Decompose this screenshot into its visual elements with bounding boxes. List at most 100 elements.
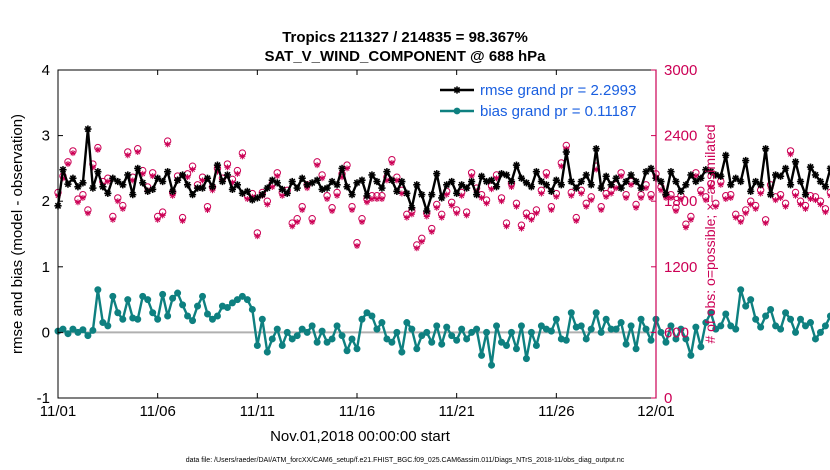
obs-assimilated-point-d2 bbox=[459, 193, 465, 199]
bias-point bbox=[273, 325, 281, 333]
rmse-point bbox=[587, 181, 595, 189]
rmse-point bbox=[806, 163, 815, 171]
rmse-point bbox=[487, 176, 496, 184]
rmse-point-d2 bbox=[498, 170, 505, 177]
bias-point bbox=[258, 315, 266, 323]
rmse-point-d2 bbox=[353, 179, 361, 186]
rmse-point-d2 bbox=[672, 178, 680, 185]
rmse-point-d2 bbox=[164, 168, 171, 175]
obs-assimilated-point bbox=[707, 183, 714, 190]
obs-assimilated-point bbox=[179, 217, 186, 224]
rmse-point-d2 bbox=[627, 171, 635, 179]
bias-point bbox=[388, 338, 396, 346]
rmse-point bbox=[428, 191, 436, 199]
obs-assimilated-point bbox=[244, 196, 251, 203]
obs-assimilated-point-d2 bbox=[578, 191, 584, 197]
rmse-point-d2 bbox=[607, 181, 615, 188]
rmse-point-d2 bbox=[747, 188, 754, 195]
rmse-point bbox=[258, 191, 266, 199]
rmse-point bbox=[497, 170, 506, 178]
bias-point bbox=[537, 322, 545, 330]
bias-point bbox=[189, 317, 197, 325]
obs-assimilated-point-d2 bbox=[807, 196, 813, 202]
obs-assimilated-point bbox=[628, 181, 635, 188]
rmse-point-d2 bbox=[762, 145, 769, 152]
bias-point bbox=[507, 328, 515, 336]
obs-assimilated-point-d2 bbox=[812, 197, 818, 203]
bias-point bbox=[707, 309, 715, 317]
bias-point bbox=[109, 292, 117, 300]
rmse-point bbox=[767, 191, 775, 199]
bias-point bbox=[667, 322, 675, 330]
rmse-point bbox=[527, 183, 536, 191]
rmse-point-d2 bbox=[637, 184, 645, 192]
bias-point bbox=[747, 296, 755, 304]
bias-point bbox=[398, 348, 406, 356]
obs-assimilated-point-d2 bbox=[553, 194, 559, 200]
bias-point bbox=[418, 332, 426, 340]
rmse-point-d2 bbox=[598, 184, 605, 192]
rmse-point-d2 bbox=[433, 170, 440, 177]
rmse-point bbox=[218, 177, 227, 186]
rmse-point bbox=[468, 177, 476, 186]
rmse-point-d2 bbox=[717, 173, 724, 180]
obs-assimilated-point bbox=[797, 201, 804, 208]
obs-assimilated-point-d2 bbox=[698, 191, 704, 197]
rmse-point-d2 bbox=[667, 168, 675, 175]
rmse-point-d2 bbox=[757, 181, 764, 188]
obs-assimilated-point bbox=[817, 201, 824, 208]
rmse-point-d2 bbox=[792, 158, 799, 165]
obs-assimilated-point bbox=[189, 166, 196, 173]
rmse-point bbox=[238, 189, 246, 197]
rmse-point bbox=[188, 191, 197, 199]
rmse-point-d2 bbox=[632, 178, 640, 185]
bias-point bbox=[757, 323, 765, 331]
rmse-point bbox=[687, 171, 695, 179]
obs-assimilated-point-d2 bbox=[638, 195, 644, 201]
rmse-point bbox=[627, 171, 635, 179]
bias-point bbox=[806, 319, 814, 327]
y-axis-label-right: # of obs: o=possible; ×=assimilated bbox=[702, 124, 718, 343]
rmse-point bbox=[592, 145, 600, 153]
y-tick-label-left: 2 bbox=[42, 193, 50, 210]
bias-point bbox=[488, 361, 496, 369]
obs-assimilated-point-d2 bbox=[105, 179, 111, 185]
obs-assimilated-point bbox=[254, 233, 261, 240]
obs-assimilated-point-d2 bbox=[110, 217, 116, 223]
bias-point bbox=[647, 336, 655, 344]
y-tick-label-right: 600 bbox=[664, 324, 689, 341]
obs-assimilated-point-d2 bbox=[454, 210, 460, 216]
obs-assimilated-point-d2 bbox=[484, 200, 490, 206]
rmse-point-d2 bbox=[398, 178, 406, 185]
obs-assimilated-point bbox=[498, 198, 505, 205]
x-tick-label: 12/01 bbox=[637, 403, 675, 420]
rmse-point bbox=[99, 183, 107, 191]
obs-assimilated-point bbox=[657, 187, 664, 194]
rmse-point-d2 bbox=[588, 181, 595, 188]
obs-assimilated-point bbox=[453, 210, 460, 217]
rmse-point bbox=[413, 181, 421, 189]
obs-assimilated-point-d2 bbox=[758, 191, 764, 197]
bias-point bbox=[383, 335, 391, 343]
rmse-point bbox=[542, 181, 550, 189]
obs-assimilated-point bbox=[787, 151, 794, 158]
y-tick-label-left: 3 bbox=[42, 128, 50, 145]
rmse-point-d2 bbox=[413, 181, 420, 188]
rmse-point bbox=[557, 181, 565, 189]
rmse-point bbox=[358, 176, 366, 184]
obs-assimilated-point bbox=[603, 193, 610, 200]
bias-point bbox=[627, 322, 635, 330]
obs-assimilated-point-d2 bbox=[798, 201, 804, 207]
bias-point bbox=[283, 328, 291, 336]
bias-point bbox=[727, 322, 735, 330]
obs-assimilated-point bbox=[802, 205, 809, 212]
rmse-point-d2 bbox=[209, 183, 216, 190]
obs-assimilated-point bbox=[368, 196, 375, 203]
bias-point bbox=[393, 328, 401, 336]
obs-assimilated-point-d2 bbox=[489, 186, 495, 192]
obs-assimilated-point bbox=[677, 196, 684, 203]
obs-assimilated-point bbox=[543, 173, 550, 180]
rmse-point bbox=[786, 181, 795, 189]
obs-assimilated-point-d2 bbox=[204, 207, 211, 213]
rmse-point bbox=[208, 183, 217, 191]
